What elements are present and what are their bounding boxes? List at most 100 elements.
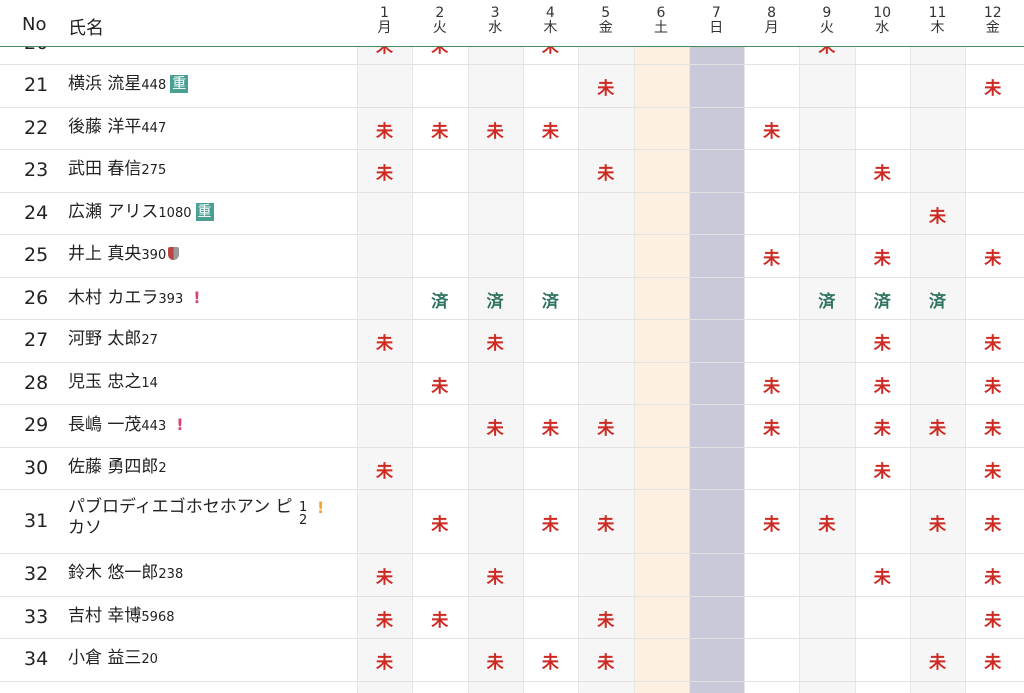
cell-status: 未	[486, 121, 504, 142]
day-number: 2	[435, 5, 445, 21]
day-number: 11	[928, 5, 947, 21]
row-number: 33	[24, 605, 49, 628]
count: 20	[141, 652, 158, 668]
day-number: 6	[656, 5, 666, 21]
weekday: 金	[598, 20, 613, 36]
day-number: 7	[711, 5, 721, 21]
cell-status: 未	[929, 653, 946, 674]
row-number: 31	[24, 510, 49, 532]
cell-status: 未	[984, 419, 1002, 440]
weekday: 火	[432, 20, 447, 36]
cell-status: 未	[763, 249, 781, 270]
cell-status: 済	[818, 291, 836, 312]
name-cell: 河野 太郎27	[68, 329, 158, 351]
count: 12	[299, 500, 308, 528]
day-header: 11 木	[910, 6, 965, 36]
cell-status: 未	[873, 334, 891, 355]
cell-status: 未	[984, 568, 1002, 589]
table-row: 22 後藤 洋平447 未 未 未 未 未	[0, 107, 1024, 150]
cell-status: 未	[376, 610, 393, 631]
table-row: 21 横浜 流星448 重 未 未	[0, 64, 1024, 108]
cell-status: 未	[431, 515, 449, 535]
table-header: No 氏名 1 月 2 火 3 水 4 木 5 金 6 土 7 日 8 月 9 火 10 水 11 木 12 金	[0, 0, 1024, 47]
row-number: 28	[24, 371, 49, 394]
flag: !	[317, 498, 325, 517]
cell-status: 未	[763, 121, 781, 142]
badge: 重	[170, 75, 189, 94]
day-number: 3	[490, 5, 500, 21]
cell-status: 未	[763, 419, 781, 440]
name-cell: 井上 真央390	[68, 244, 180, 266]
table-row: 25 井上 真央390 未 未 未	[0, 234, 1024, 278]
cell-status: 未	[929, 515, 946, 535]
flag: !	[176, 415, 184, 435]
day-column	[799, 0, 856, 693]
cell-status: 未	[763, 515, 781, 535]
count: 5968	[141, 609, 175, 625]
weekday: 水	[488, 20, 503, 36]
count: 2	[158, 460, 167, 476]
day-column	[910, 0, 966, 693]
name-cell: 小倉 益三20	[68, 648, 158, 670]
day-column	[633, 0, 690, 693]
row-number: 34	[24, 648, 49, 671]
flag: !	[193, 287, 201, 307]
cell-status: 未	[431, 610, 449, 631]
person-name: 河野 太郎	[68, 329, 142, 350]
person-name: 児玉 忠之	[68, 371, 142, 392]
cell-status: 済	[431, 291, 449, 312]
day-column	[357, 0, 413, 693]
cell-status: 済	[486, 291, 504, 312]
cell-status: 未	[984, 610, 1002, 631]
table-row: 31 パブロディエゴホセホアン ピカソ 12! 未 未 未 未 未 未 未	[0, 489, 1024, 554]
day-header: 10 水	[855, 6, 910, 36]
cell-status: 未	[873, 164, 891, 185]
count: 448	[141, 78, 167, 94]
cell-status: 未	[376, 334, 393, 355]
row-number: 35	[24, 691, 48, 693]
cell-status: 未	[376, 164, 393, 185]
weekday: 水	[875, 20, 890, 36]
table-row: 30 佐藤 勇四郎2 未 未 未	[0, 447, 1024, 490]
count: 1080	[158, 205, 192, 221]
cell-status: 未	[929, 419, 946, 440]
table-row: 34 小倉 益三20 未 未 未 未 未 未	[0, 638, 1024, 682]
cell-status: 未	[929, 206, 946, 227]
cell-status: 未	[486, 334, 504, 355]
count: 27	[141, 333, 158, 349]
day-number: 1	[380, 5, 389, 21]
person-name: パブロディエゴホセホアン ピカソ	[68, 497, 293, 538]
day-header: 12 金	[965, 6, 1020, 36]
row-number: 25	[24, 244, 49, 267]
count: 275	[141, 163, 167, 179]
person-name: 長嶋 一茂	[68, 415, 142, 436]
table-row: 33 吉村 幸博5968 未 未 未 未	[0, 596, 1024, 639]
count: 443	[141, 419, 167, 435]
day-column	[412, 0, 469, 693]
row-number: 21	[24, 74, 49, 97]
person-name: 武田 春信	[68, 159, 142, 180]
cell-status: 未	[984, 79, 1002, 100]
cell-status: 未	[873, 419, 891, 440]
row-number: 29	[24, 414, 49, 437]
cell-status: 未	[541, 515, 559, 535]
count: 238	[158, 567, 184, 583]
cell-status: 未	[597, 610, 615, 631]
cell-status: 未	[818, 515, 836, 535]
name-cell: 後藤 洋平447	[68, 117, 166, 139]
cell-status: 未	[597, 653, 615, 674]
row-number: 22	[24, 116, 49, 139]
day-number: 4	[545, 5, 555, 21]
no-header: No	[22, 14, 47, 35]
day-number: 12	[983, 5, 1002, 21]
cell-status: 未	[541, 653, 559, 674]
day-number: 5	[601, 5, 611, 21]
day-number: 8	[767, 5, 777, 21]
person-name: 佐藤 勇四郎	[68, 456, 159, 477]
cell-status: 済	[873, 291, 891, 312]
cell-status: 未	[541, 419, 559, 440]
row-number: 32	[24, 563, 49, 586]
